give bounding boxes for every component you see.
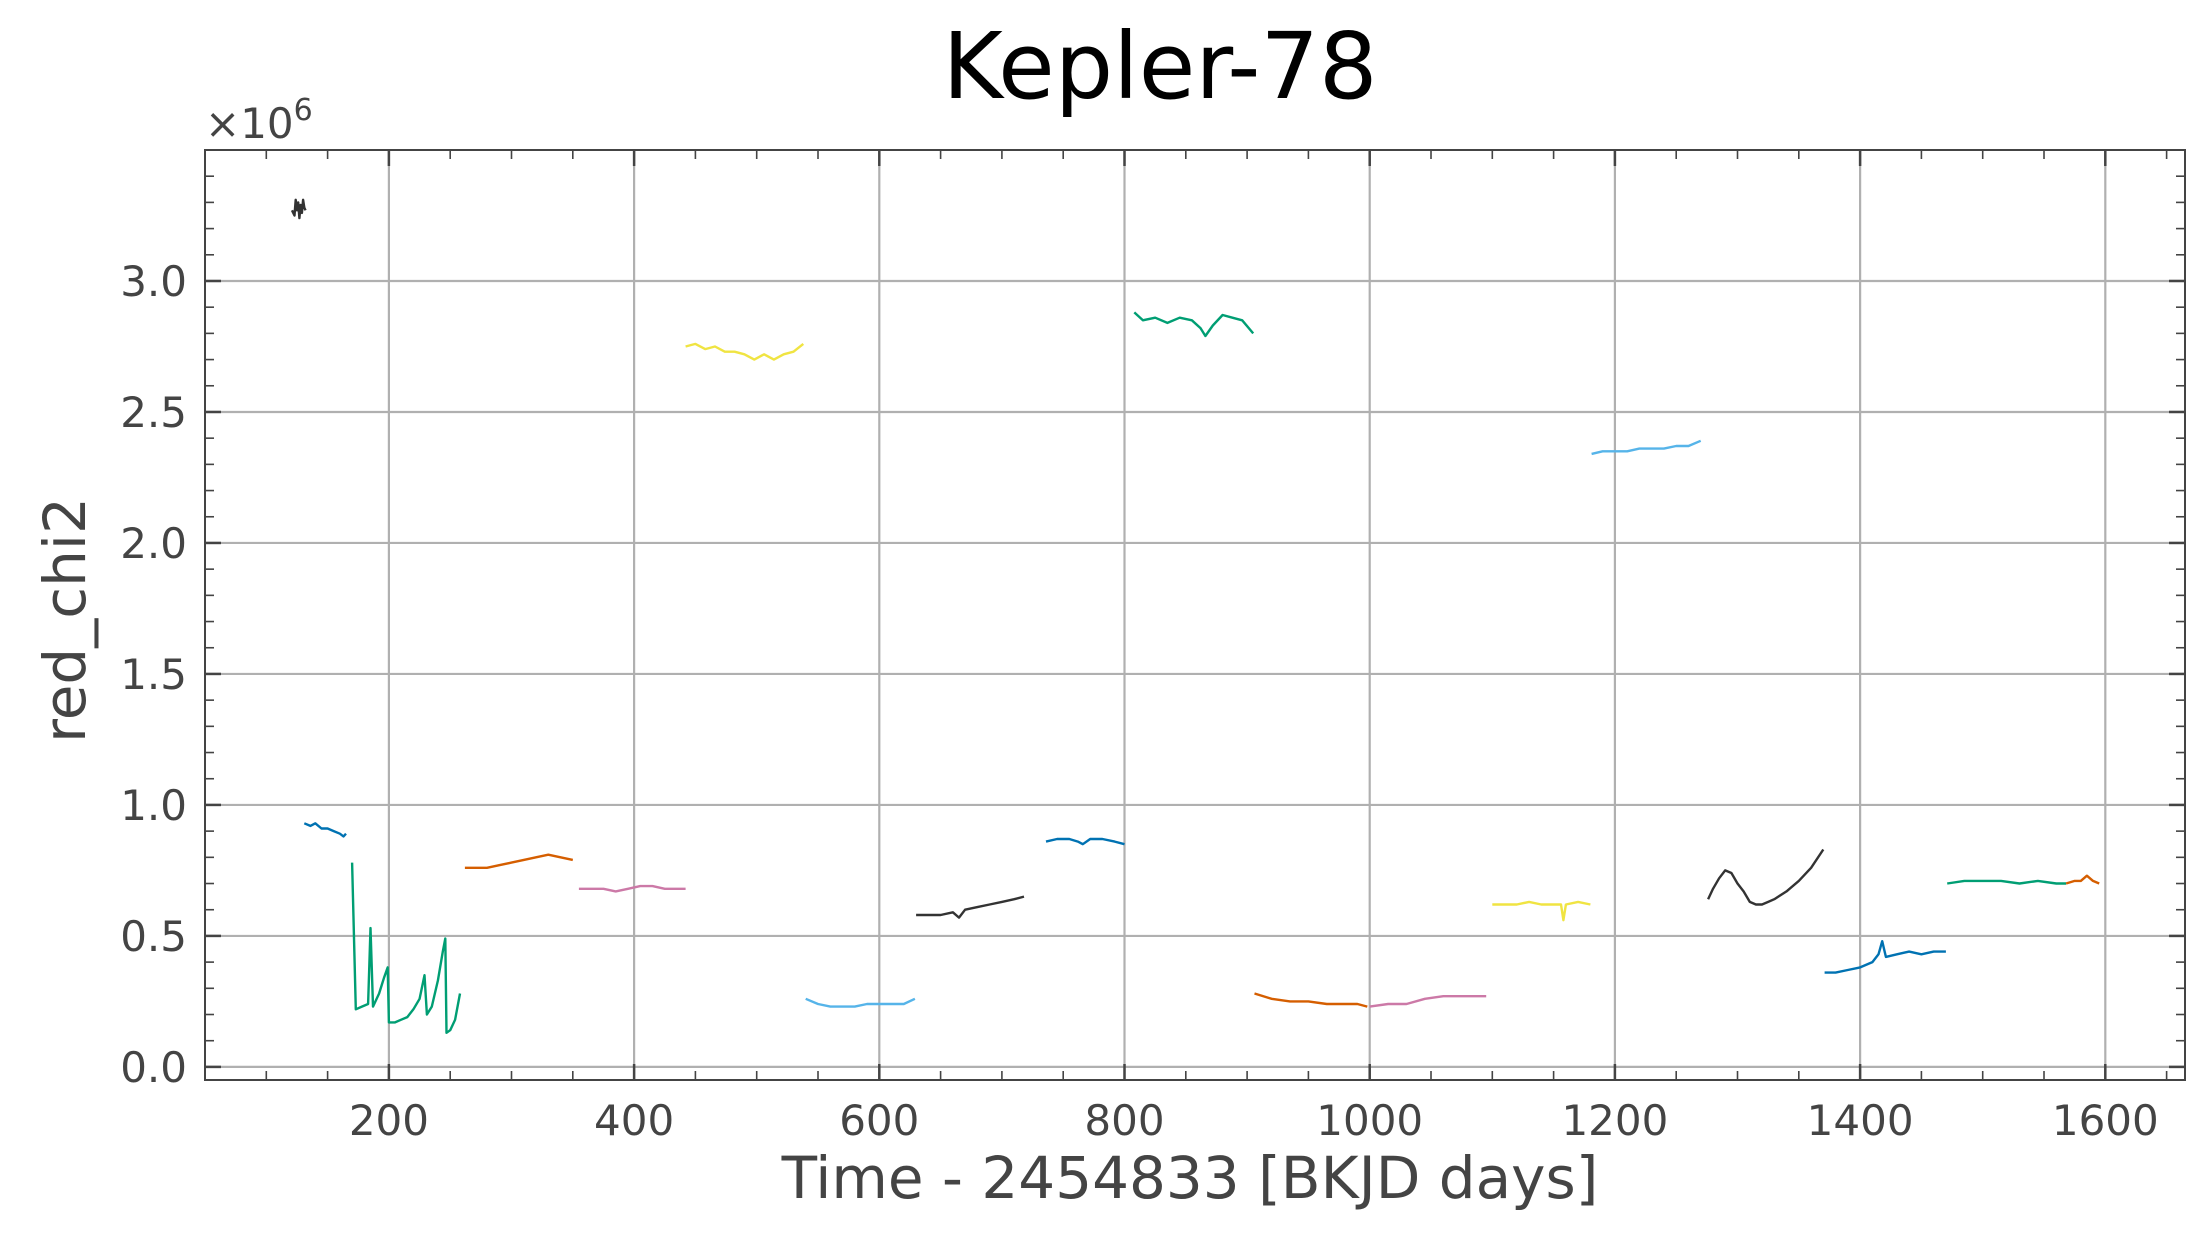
y-tick-label: 1.0 [120,781,187,830]
x-tick-label: 1200 [1561,1096,1668,1145]
axis-ticks: 200 400 600 800 1000 1200 1400 1600 0.0 0.5 1.0 1.5… [120,150,2185,1145]
series-line [1254,992,1368,1008]
series-line [685,342,805,361]
series-line [1369,995,1487,1008]
y-axis-label: red_chi2 [31,497,99,743]
series-line [916,895,1025,919]
x-tick-label: 1600 [2052,1096,2159,1145]
series-line [2065,874,2100,885]
y-tick-label: 3.0 [120,257,187,306]
plot-frame [204,149,2186,1081]
y-multiplier-label: ×106 [205,93,313,148]
series-line [303,822,347,838]
grid-lines [205,150,2185,1080]
series-line [805,997,916,1008]
x-tick-label: 800 [1084,1096,1164,1145]
y-multiplier-base: ×10 [205,99,294,148]
series-line [578,884,686,893]
series-line [1707,848,1825,906]
chart-title: Kepler-78 [942,13,1377,120]
y-multiplier-exponent: 6 [294,93,313,128]
series-line [290,198,307,220]
x-tick-label: 200 [349,1096,429,1145]
y-tick-label: 0.5 [120,912,187,961]
series-layer [290,198,2100,1034]
x-tick-label: 1000 [1316,1096,1423,1145]
series-line [1133,311,1255,338]
y-tick-label: 2.0 [120,519,187,568]
series-line [464,853,574,869]
series-line [1045,837,1125,846]
x-tick-label: 1400 [1807,1096,1914,1145]
series-line [1947,879,2067,885]
series-line [350,862,462,1034]
x-tick-label: 600 [839,1096,919,1145]
y-tick-label: 0.0 [120,1043,187,1092]
x-axis-label: Time - 2454833 [BKJD days] [781,1144,1599,1212]
series-line [1492,900,1591,922]
y-tick-label: 1.5 [120,650,187,699]
x-tick-label: 400 [594,1096,674,1145]
y-tick-label: 2.5 [120,388,187,437]
series-line [1824,940,1946,974]
series-line [1591,439,1702,456]
